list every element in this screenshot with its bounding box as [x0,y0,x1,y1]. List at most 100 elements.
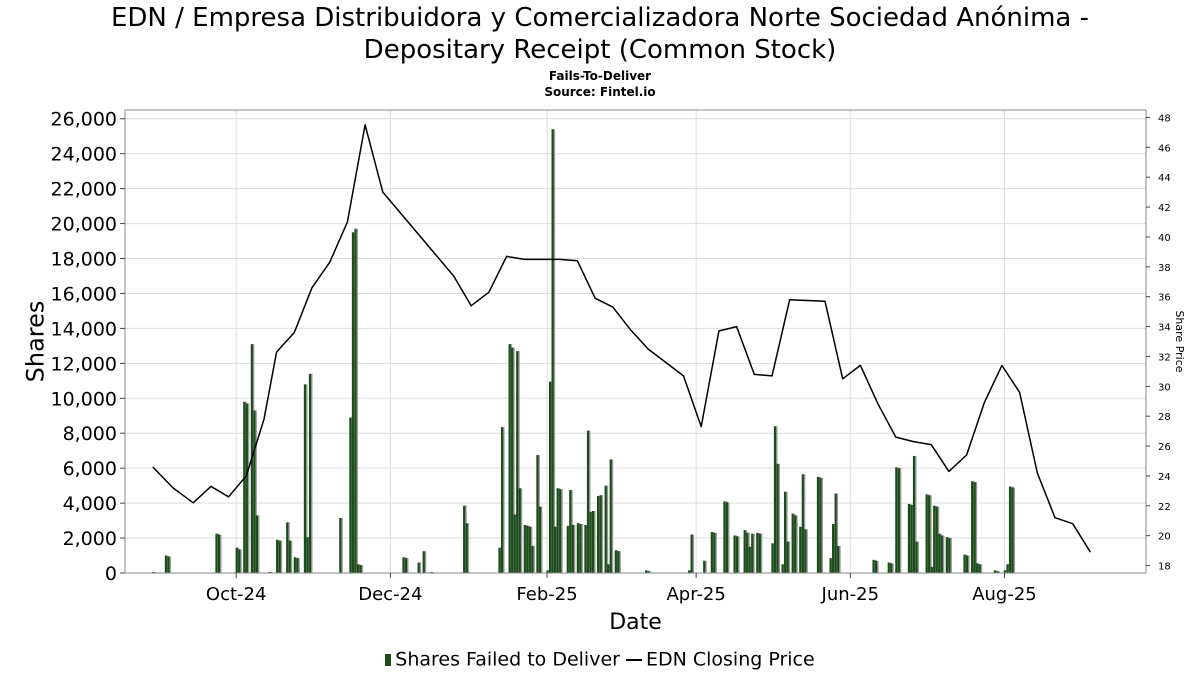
fails-bar [834,493,837,573]
fails-bar [523,524,526,573]
fails-bar [784,491,787,573]
legend-line-label: EDN Closing Price [645,648,815,671]
fails-bar [687,570,691,573]
fails-bar [356,564,360,573]
fails-bar-shadow [752,533,755,573]
fails-bar [791,513,794,573]
fails-bar [609,459,612,573]
fails-bar-shadow [590,511,594,573]
fails-bar [895,467,898,573]
fails-bar [253,410,256,573]
fails-bar-shadow [795,515,798,573]
fails-bar-shadow [929,495,932,573]
fails-bar [349,417,352,573]
fails-bar-shadow [532,545,535,573]
fails-bar-shadow [977,563,980,573]
fails-bar-shadow [785,491,788,573]
fails-bar [607,564,610,573]
fails-bar [511,347,514,573]
fails-bar-shadow [997,571,1000,573]
fails-bar [781,564,784,573]
y2-tick-label: 42 [1158,203,1171,214]
bar-series [152,129,1016,573]
fails-bar-shadow [297,558,300,573]
fails-bar-shadow [600,495,604,573]
fails-bar-shadow [616,550,619,573]
fails-bar [786,541,789,573]
fails-bar [584,524,587,573]
fails-bar-shadow [691,534,695,573]
y-axis-label: Shares [21,301,49,383]
fails-bar [245,403,248,573]
fails-bar-shadow [355,228,358,573]
fails-bar [238,549,241,573]
fails-bar-shadow [279,540,283,573]
fails-bar-shadow [418,562,422,573]
fails-bar-shadow [310,373,313,573]
y-tick-label: 6,000 [63,458,117,480]
fails-bar-shadow [939,533,942,573]
fails-bar [945,537,948,573]
y-tick-label: 26,000 [51,109,117,131]
x-tick-label: Apr-25 [666,584,725,605]
fails-bar [526,525,529,573]
fails-bar [569,490,572,573]
fails-bar-shadow [744,530,748,573]
fails-bar [531,545,534,573]
fails-bar [758,533,761,573]
fails-bar [599,495,602,573]
x-tick-label: Aug-25 [972,584,1037,605]
fails-bar [551,129,554,573]
fails-bar-shadow [257,515,260,573]
fails-bar [794,515,797,573]
fails-bar-shadow [967,555,970,573]
fails-bar-shadow [254,410,257,573]
fails-bar [215,533,218,573]
x-axis-label: Date [609,610,662,635]
fails-bar [935,506,938,573]
fails-bar [536,455,539,573]
fails-bar-shadow [598,496,601,573]
y-tick-label: 10,000 [51,388,117,410]
y2-tick-label: 40 [1158,233,1171,244]
fails-bar-shadow [340,517,343,573]
fails-bar [915,541,918,573]
fails-bar-shadow [527,525,530,573]
fails-bar-shadow [931,566,935,573]
fails-bar [286,522,289,573]
fails-bar-shadow [889,562,892,573]
fails-bar [933,505,936,573]
y2-tick-label: 36 [1158,293,1171,304]
fails-bar-shadow [557,488,561,573]
fails-bar [617,551,620,573]
y2-tick-label: 32 [1158,352,1171,363]
plot-frame [124,109,1147,574]
fails-bar [837,545,840,573]
fails-bar [556,488,559,573]
fails-bar-shadow [555,526,558,573]
fails-bar-shadow [424,551,427,573]
fails-bar [571,524,574,573]
fails-bar [516,351,519,573]
y2-tick-label: 38 [1158,263,1171,274]
y2-tick-label: 48 [1158,113,1171,124]
fails-bar-shadow [820,477,823,573]
fails-bar-shadow [942,535,945,573]
y-tick-label: 8,000 [63,423,117,445]
fails-bar-shadow [287,522,290,573]
y-tick-label: 14,000 [51,318,117,340]
fails-bar-shadow [290,540,293,573]
grid [125,110,1146,574]
fails-bar [614,550,617,573]
fails-bar-shadow [734,535,738,573]
fails-bar [978,564,981,573]
fails-bar [776,463,779,573]
fails-bar-shadow [787,541,791,573]
fails-bar [996,571,999,573]
price-line [152,124,1092,553]
fails-bar [402,557,405,573]
fails-bar-shadow [247,403,250,573]
fails-bar-shadow [714,532,717,573]
fails-bar [538,506,542,573]
